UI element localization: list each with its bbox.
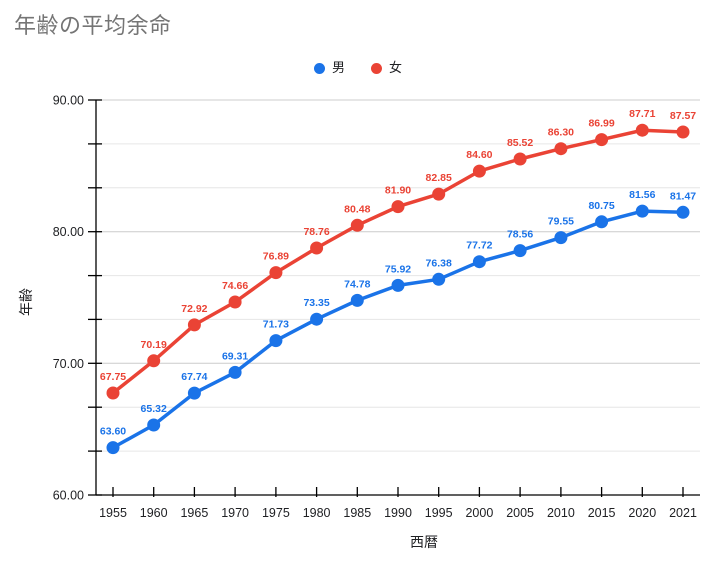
x-axis-tick-label: 1965 — [180, 506, 208, 520]
data-point-female-2015[interactable] — [595, 133, 609, 147]
legend-label-female: 女 — [389, 60, 403, 75]
data-label-male-1975: 71.73 — [263, 319, 289, 331]
data-point-female-1970[interactable] — [228, 295, 242, 309]
data-label-female-2000: 84.60 — [466, 149, 492, 161]
data-point-female-1980[interactable] — [310, 241, 324, 255]
data-label-male-1960: 65.32 — [141, 403, 167, 415]
data-label-male-2015: 80.75 — [588, 200, 614, 212]
x-axis-tick-label: 2010 — [547, 506, 575, 520]
data-label-male-1970: 69.31 — [222, 350, 248, 362]
data-point-male-1970[interactable] — [228, 365, 242, 379]
data-point-female-2020[interactable] — [635, 123, 649, 137]
data-point-female-1975[interactable] — [269, 266, 283, 280]
legend-item-female[interactable]: 女 — [371, 60, 402, 76]
data-point-male-2005[interactable] — [513, 244, 527, 258]
data-label-male-2000: 77.72 — [466, 240, 492, 252]
data-point-male-1980[interactable] — [310, 312, 324, 326]
data-point-male-1965[interactable] — [187, 386, 201, 400]
data-point-female-1990[interactable] — [391, 200, 405, 214]
data-point-male-1990[interactable] — [391, 278, 405, 292]
data-label-male-1955: 63.60 — [100, 426, 126, 438]
legend-item-male[interactable]: 男 — [313, 60, 345, 76]
y-axis-tick-label: 90.00 — [53, 94, 84, 108]
data-label-male-2010: 79.55 — [548, 216, 574, 228]
data-point-female-1995[interactable] — [432, 187, 446, 201]
data-label-female-2010: 86.30 — [548, 127, 574, 139]
y-axis-tick-label: 70.00 — [53, 357, 84, 371]
data-point-female-2005[interactable] — [513, 152, 527, 166]
x-axis-title: 西暦 — [410, 534, 438, 550]
data-point-male-1995[interactable] — [432, 272, 446, 286]
data-point-male-2000[interactable] — [472, 255, 486, 269]
x-axis-tick-label: 1985 — [343, 506, 371, 520]
data-label-male-1980: 73.35 — [303, 297, 329, 309]
legend-label-male: 男 — [331, 60, 345, 75]
data-label-male-2005: 78.56 — [507, 229, 533, 241]
y-axis-tick-label: 80.00 — [53, 225, 84, 239]
data-label-female-1990: 81.90 — [385, 185, 411, 197]
x-axis-tick-label: 1975 — [262, 506, 290, 520]
data-label-female-2015: 86.99 — [588, 118, 614, 130]
x-axis-tick-label: 2015 — [588, 506, 616, 520]
x-axis-tick-label: 1995 — [425, 506, 453, 520]
data-label-female-2021: 87.57 — [670, 110, 696, 122]
data-point-female-1965[interactable] — [187, 318, 201, 332]
data-label-female-1975: 76.89 — [263, 251, 289, 263]
data-point-female-1985[interactable] — [350, 218, 364, 232]
x-axis-tick-label: 1960 — [140, 506, 168, 520]
data-label-female-1970: 74.66 — [222, 280, 248, 292]
data-point-female-2010[interactable] — [554, 142, 568, 156]
x-axis-tick-label: 2020 — [628, 506, 656, 520]
data-point-male-2015[interactable] — [595, 215, 609, 229]
data-point-female-1955[interactable] — [106, 386, 120, 400]
x-axis-tick-label: 1955 — [99, 506, 127, 520]
data-point-male-1955[interactable] — [106, 441, 120, 455]
y-axis-tick-label: 60.00 — [53, 489, 84, 503]
legend-dot-female — [371, 62, 382, 74]
data-point-male-1985[interactable] — [350, 293, 364, 307]
legend-dot-male — [313, 62, 325, 74]
data-point-male-2021[interactable] — [676, 205, 690, 219]
legend: 男女 — [0, 60, 716, 76]
data-point-male-2010[interactable] — [554, 231, 568, 245]
x-axis-tick-label: 1970 — [221, 506, 249, 520]
x-axis-tick-label: 2000 — [465, 506, 493, 520]
x-axis-tick-label: 1980 — [303, 506, 331, 520]
data-label-male-1965: 67.74 — [181, 371, 207, 383]
data-point-male-1975[interactable] — [269, 334, 283, 348]
data-label-female-1985: 80.48 — [344, 203, 370, 215]
x-axis-tick-label: 1990 — [384, 506, 412, 520]
data-label-female-1965: 72.92 — [181, 303, 207, 315]
data-point-female-2000[interactable] — [472, 164, 486, 178]
data-point-female-2021[interactable] — [676, 125, 690, 139]
data-label-female-2005: 85.52 — [507, 137, 533, 149]
data-label-male-2020: 81.56 — [629, 189, 655, 201]
data-label-male-1995: 76.38 — [426, 257, 452, 269]
data-label-female-1980: 78.76 — [303, 226, 329, 238]
data-point-female-1960[interactable] — [147, 354, 161, 368]
chart-title: 年齢の平均余命 — [14, 13, 172, 38]
data-label-female-1995: 82.85 — [426, 172, 452, 184]
data-point-male-1960[interactable] — [147, 418, 161, 432]
data-label-female-1960: 70.19 — [141, 339, 167, 351]
data-label-male-1985: 74.78 — [344, 278, 370, 290]
data-label-male-1990: 75.92 — [385, 263, 411, 275]
x-axis-tick-label: 2005 — [506, 506, 534, 520]
series-line-female — [111, 128, 685, 395]
data-label-male-2021: 81.47 — [670, 190, 696, 202]
y-axis-title: 年齢 — [18, 288, 34, 316]
data-label-female-2020: 87.71 — [629, 108, 655, 120]
data-label-female-1955: 67.75 — [100, 371, 126, 383]
x-axis-tick-label: 2021 — [669, 506, 697, 520]
data-point-male-2020[interactable] — [635, 204, 649, 218]
